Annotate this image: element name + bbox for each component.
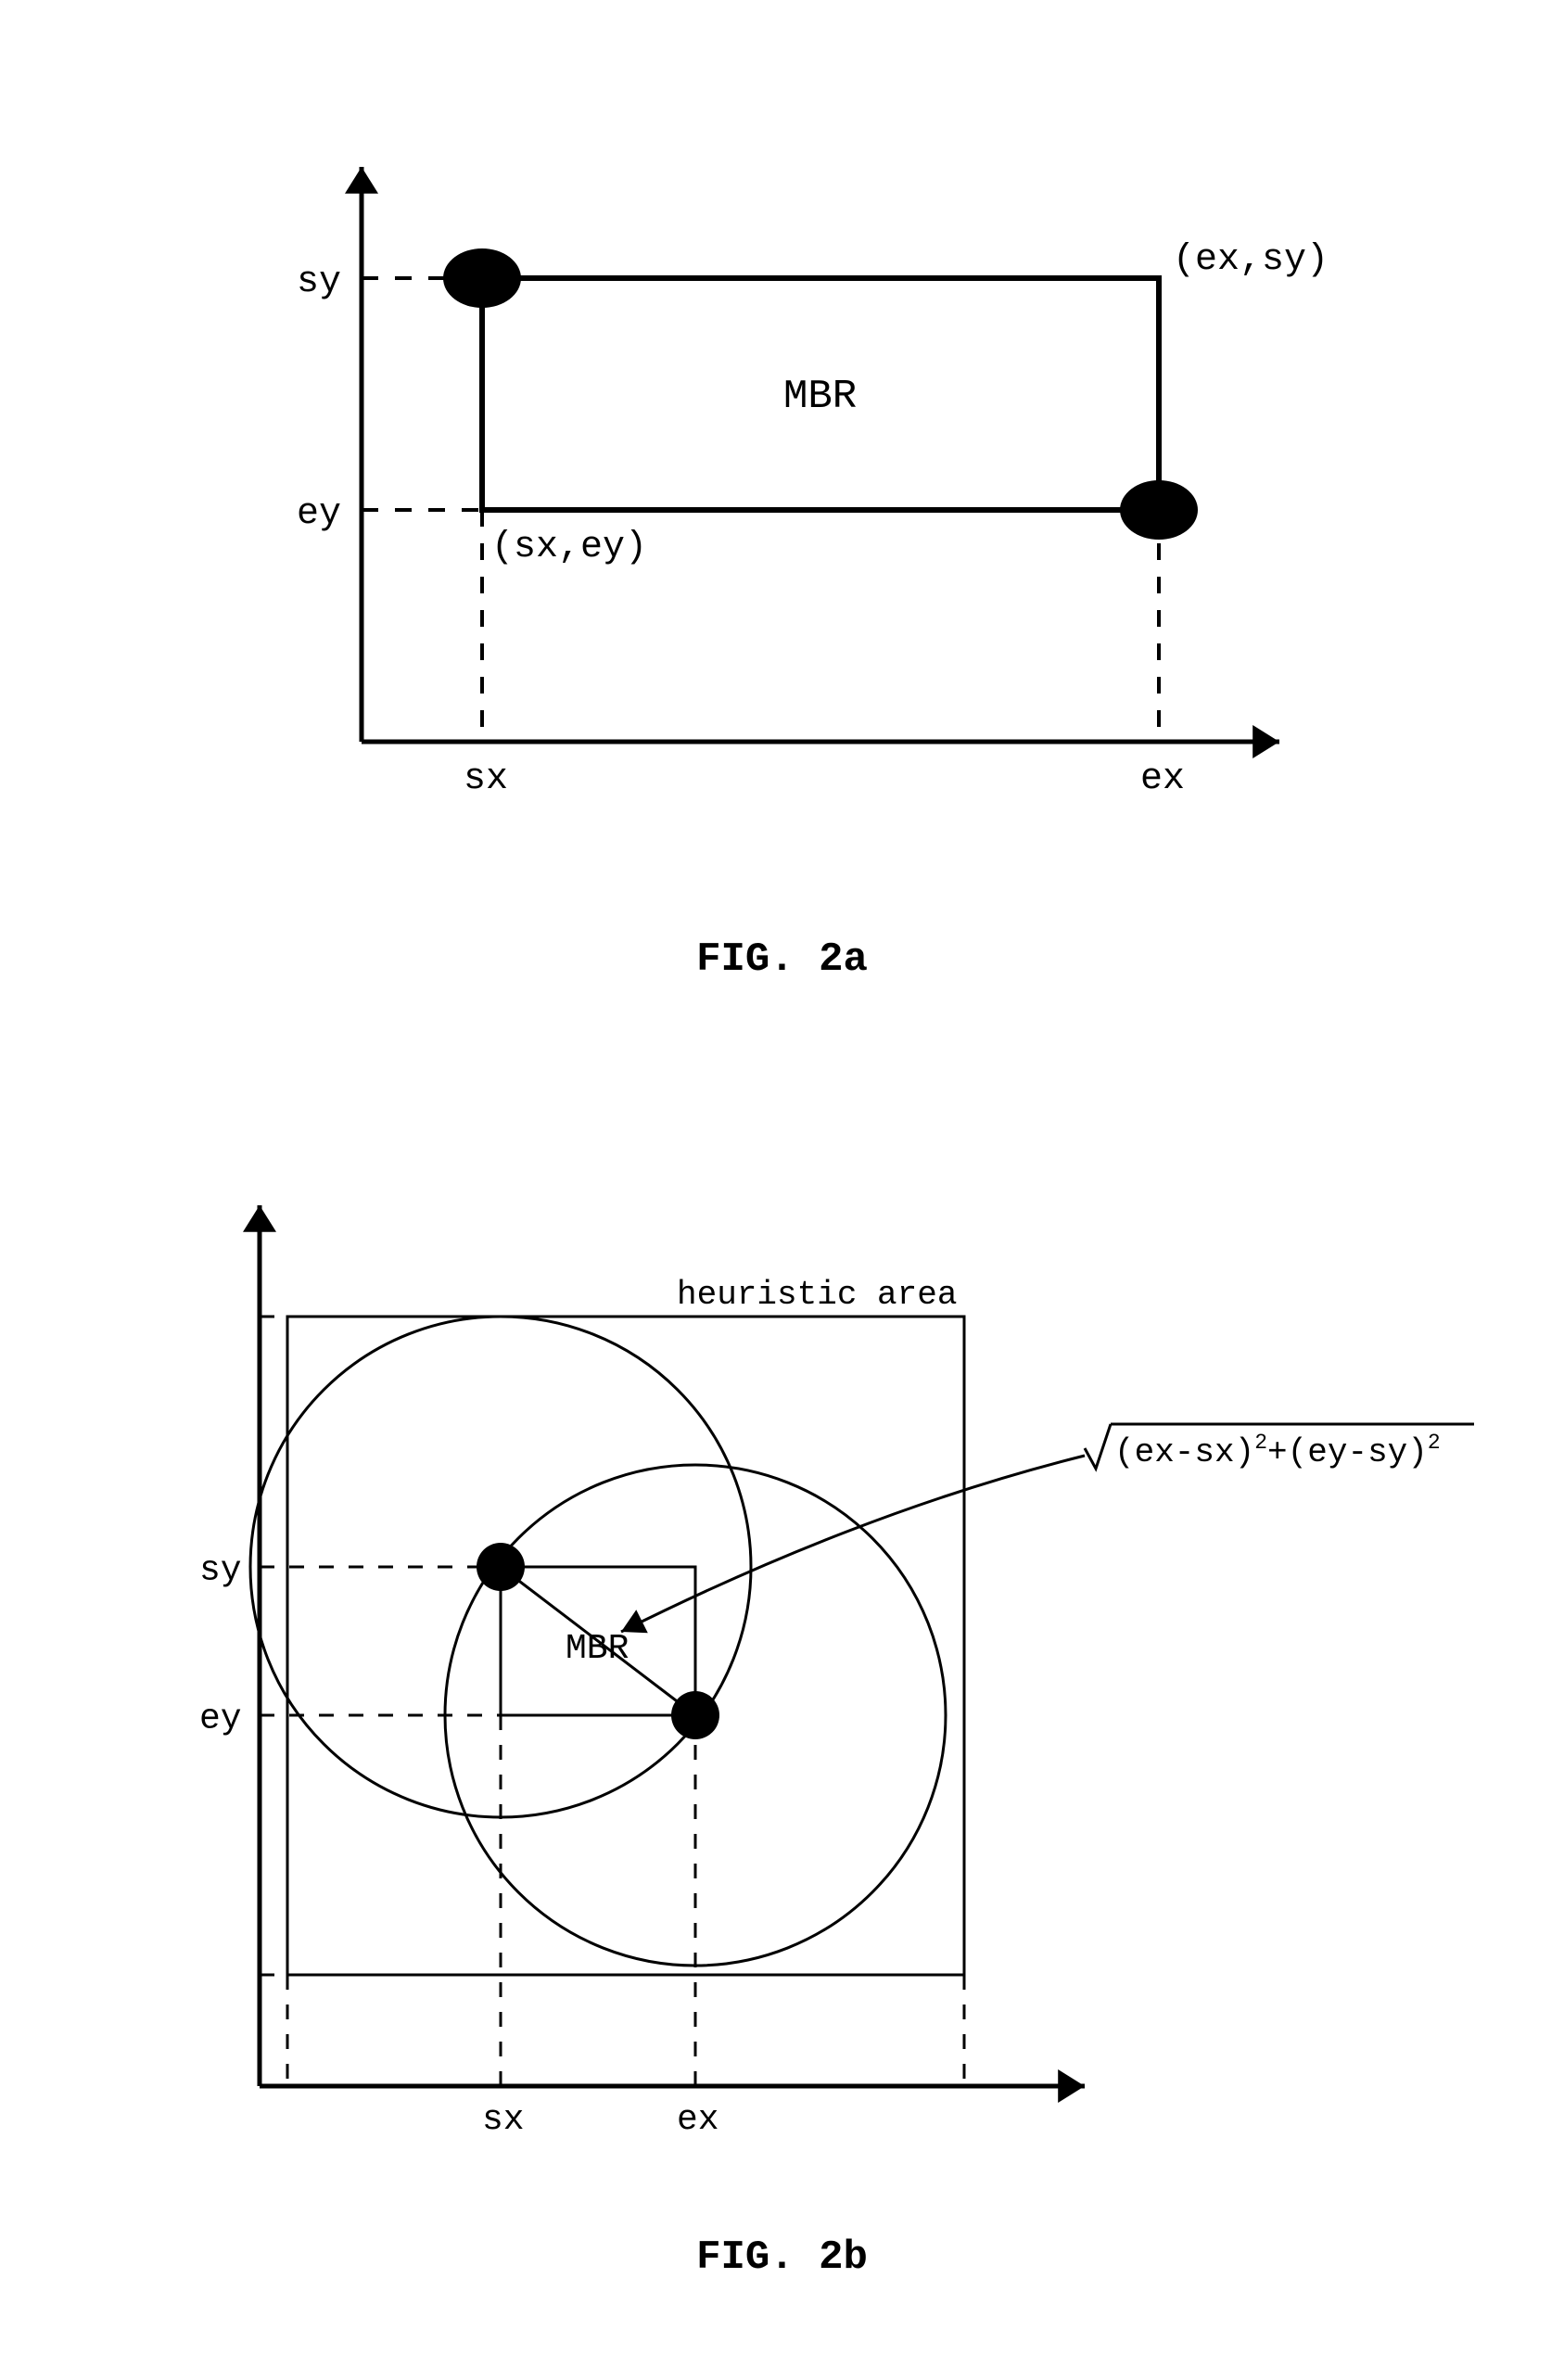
label-sy: sy	[297, 261, 341, 303]
b-label-heuristic: heuristic area	[677, 1276, 957, 1314]
formula-text: (ex-sx)2+(ey-sy)2	[1114, 1431, 1441, 1471]
formula-arrow	[621, 1456, 1085, 1632]
page: sy ey sx ex (ex,sy) (sx,ey) MBR FIG. 2a	[0, 0, 1564, 2380]
y-arrowhead	[345, 167, 378, 194]
fig2b-point-2	[671, 1691, 719, 1739]
label-ex: ex	[1140, 758, 1185, 800]
b-label-mbr: MBR	[566, 1629, 629, 1669]
f-p1: (ex-sx)	[1114, 1433, 1254, 1471]
fig2b-point-1	[477, 1543, 525, 1591]
f-s2: 2	[1428, 1431, 1441, 1455]
x-arrowhead	[1252, 725, 1279, 758]
fig2b-diagram: sy ey sx ex heuristic area MBR (ex-sx)2+…	[102, 1168, 1493, 2188]
formula: (ex-sx)2+(ey-sy)2	[1085, 1424, 1474, 1471]
f-s1: 2	[1254, 1431, 1267, 1455]
fig2a-point-tl	[443, 248, 521, 308]
fig2b-dashes	[260, 1317, 964, 2086]
y-arrowhead-b	[243, 1205, 276, 1232]
fig2b-caption: FIG. 2b	[0, 2234, 1564, 2281]
b-label-ex: ex	[677, 2100, 719, 2140]
b-label-ey: ey	[199, 1699, 242, 1738]
fig2a-diagram: sy ey sx ex (ex,sy) (sx,ey) MBR	[241, 111, 1354, 872]
x-arrowhead-b	[1058, 2069, 1085, 2103]
b-label-sy: sy	[199, 1550, 242, 1590]
radical-sign	[1085, 1424, 1111, 1469]
label-mbr-a: MBR	[783, 374, 857, 420]
label-sx: sx	[464, 758, 508, 800]
b-label-sx: sx	[482, 2100, 525, 2140]
label-corner-bl: (sx,ey)	[491, 527, 647, 568]
label-ey: ey	[297, 493, 341, 535]
fig2a-point-br	[1120, 480, 1198, 540]
label-corner-tl: (ex,sy)	[1173, 239, 1329, 281]
f-p2: +(ey-sy)	[1267, 1433, 1428, 1471]
fig2b-axes	[243, 1205, 1085, 2103]
fig2a-caption: FIG. 2a	[0, 936, 1564, 983]
